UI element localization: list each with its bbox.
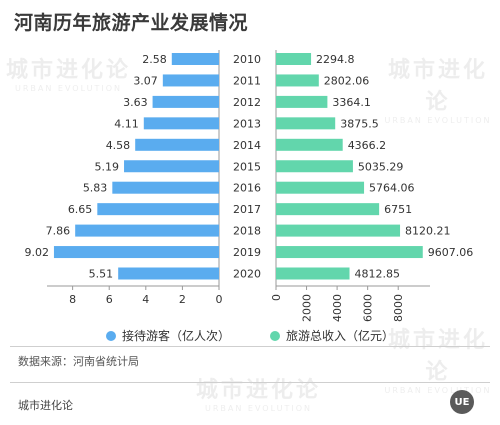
visitors-value-label: 3.63: [123, 96, 148, 109]
revenue-bar: [276, 138, 343, 151]
revenue-value-label: 3364.1: [332, 96, 371, 109]
visitors-value-label: 4.11: [114, 117, 139, 130]
visitors-bar: [118, 267, 219, 280]
data-source: 数据来源：河南省统计局: [18, 355, 139, 368]
visitors-bar: [152, 95, 219, 108]
right-tick-label: 6000: [362, 294, 375, 322]
visitors-bar: [171, 53, 219, 65]
visitors-value-label: 3.07: [133, 74, 158, 87]
year-label: 2018: [233, 225, 261, 238]
visitors-value-label: 2.58: [142, 53, 167, 66]
visitors-bar: [124, 160, 219, 173]
year-label: 2020: [233, 268, 261, 281]
revenue-bar: [276, 53, 312, 65]
year-label: 2010: [233, 53, 261, 66]
revenue-bar: [276, 95, 328, 108]
visitors-bar: [135, 138, 219, 151]
chart-title: 河南历年旅游产业发展情况: [14, 12, 249, 34]
legend-label-visitors: 接待游客（亿人次）: [121, 329, 230, 343]
year-label: 2011: [233, 74, 261, 87]
right-tick-label: 4000: [331, 294, 344, 322]
brand-logo: UE: [450, 390, 474, 414]
year-label: 2017: [233, 203, 261, 216]
year-label: 2015: [233, 160, 261, 173]
left-tick-label: 6: [106, 293, 113, 306]
right-tick-label: 0: [270, 294, 283, 301]
revenue-bar: [276, 160, 353, 173]
revenue-value-label: 9607.06: [428, 246, 474, 259]
legend-label-revenue: 旅游总收入（亿元）: [286, 329, 395, 343]
footer-brand: 城市进化论: [18, 399, 73, 412]
watermark: 城市进化论 URBAN EVOLUTION: [196, 378, 322, 413]
revenue-value-label: 3875.5: [340, 117, 379, 130]
butterfly-bar-chart: 2.58 2010 2294.8 3.07 2011 2802.06 3.63 2012 336…: [24, 50, 474, 322]
visitors-value-label: 5.83: [83, 182, 108, 195]
right-tick-label: 2000: [301, 294, 314, 322]
right-tick-label: 8000: [392, 294, 405, 322]
revenue-value-label: 5035.29: [358, 160, 404, 173]
left-tick-label: 4: [142, 293, 149, 306]
chart-legend: 接待游客（亿人次） 旅游总收入（亿元）: [0, 327, 500, 344]
year-label: 2016: [233, 182, 261, 195]
revenue-bar: [276, 181, 365, 194]
revenue-value-label: 8120.21: [405, 225, 451, 238]
legend-item-revenue: 旅游总收入（亿元）: [270, 327, 394, 344]
revenue-bar: [276, 117, 336, 130]
legend-swatch-revenue: [270, 330, 280, 341]
year-label: 2013: [233, 117, 261, 130]
left-tick-label: 2: [179, 293, 186, 306]
legend-swatch-visitors: [105, 330, 116, 341]
visitors-bar: [97, 203, 219, 216]
revenue-bar: [276, 267, 350, 280]
year-label: 2014: [233, 139, 261, 152]
visitors-value-label: 4.58: [106, 139, 131, 152]
visitors-value-label: 9.02: [24, 246, 49, 259]
divider-line: [10, 346, 490, 347]
revenue-value-label: 4812.85: [355, 268, 401, 281]
revenue-value-label: 4366.2: [348, 139, 387, 152]
revenue-value-label: 2294.8: [316, 53, 355, 66]
revenue-bar: [276, 224, 401, 237]
revenue-bar: [276, 74, 319, 87]
visitors-bar: [162, 74, 219, 87]
revenue-bar: [276, 203, 380, 216]
legend-item-visitors: 接待游客（亿人次）: [105, 327, 230, 344]
divider-line: [10, 382, 490, 383]
visitors-bar: [75, 224, 219, 237]
left-tick-label: 8: [69, 293, 76, 306]
visitors-value-label: 6.65: [68, 203, 93, 216]
year-label: 2012: [233, 96, 261, 109]
visitors-bar: [143, 117, 219, 130]
revenue-bar: [276, 246, 423, 259]
visitors-value-label: 5.51: [89, 268, 114, 281]
visitors-value-label: 5.19: [95, 160, 120, 173]
revenue-value-label: 6751: [384, 203, 412, 216]
revenue-value-label: 2802.06: [324, 74, 370, 87]
visitors-bar: [112, 181, 219, 194]
revenue-value-label: 5764.06: [369, 182, 415, 195]
left-tick-label: 0: [216, 293, 223, 306]
visitors-bar: [53, 246, 220, 259]
visitors-value-label: 7.86: [46, 225, 71, 238]
year-label: 2019: [233, 246, 261, 259]
